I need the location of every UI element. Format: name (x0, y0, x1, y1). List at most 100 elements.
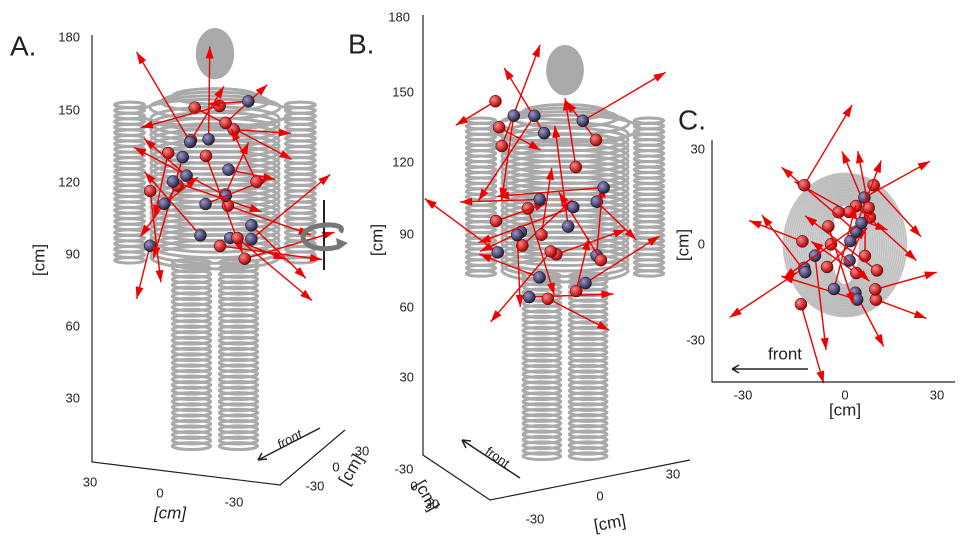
dipole-sphere (821, 261, 833, 273)
dipole-sphere (162, 147, 174, 159)
tick-label: -30 (395, 461, 414, 476)
direction-label: front (768, 344, 802, 363)
vector-line (583, 72, 666, 121)
dipole-sphere (242, 95, 254, 107)
dipole-sphere (194, 229, 206, 241)
dipole-sphere (251, 176, 263, 188)
vector-head (504, 68, 514, 80)
dipole-sphere (144, 185, 156, 197)
vector-head (842, 151, 850, 164)
dipole-sphere (542, 293, 554, 305)
dipole-sphere (508, 110, 520, 122)
vector-head (924, 272, 937, 280)
tick-label: 30 (400, 369, 414, 384)
dipole-sphere (869, 283, 881, 295)
dipole-sphere (489, 95, 501, 107)
dipole-sphere (590, 134, 602, 146)
vector-head (821, 338, 829, 350)
dipole-sphere (511, 229, 523, 241)
dipole-sphere (492, 246, 504, 258)
vector-head (730, 307, 742, 317)
dipole-sphere (844, 255, 856, 267)
dipole-sphere (245, 233, 257, 245)
head (546, 45, 584, 95)
vector-head (546, 168, 554, 180)
direction-label: front (274, 426, 305, 452)
tick-label: 180 (58, 29, 80, 44)
vector-line (730, 268, 805, 318)
dipole-sphere (203, 133, 215, 145)
dipole-sphere (245, 219, 257, 231)
tick-label: 120 (58, 174, 80, 189)
dipole-sphere (795, 298, 807, 310)
dipole-sphere (220, 117, 232, 129)
tick-label: 30 (66, 390, 80, 405)
dipole-sphere (871, 264, 883, 276)
dipole-sphere (580, 277, 592, 289)
front-arrow (732, 365, 808, 373)
tick-label: 180 (388, 9, 410, 24)
dipole-sphere (798, 179, 810, 191)
dipole-sphere (239, 253, 251, 265)
dipole-sphere (200, 198, 212, 210)
body-ring (219, 443, 257, 450)
body-ring (523, 453, 561, 460)
dipole-sphere (538, 127, 550, 139)
dipole-sphere (855, 217, 867, 229)
dipole-sphere (535, 229, 547, 241)
dipole-sphere (822, 220, 834, 232)
dipole-sphere (567, 201, 579, 213)
vector-line (801, 304, 824, 383)
tick-label: 30 (666, 466, 680, 481)
tick-label: 30 (930, 387, 944, 402)
dipole-sphere (534, 193, 546, 205)
dipole-sphere (223, 164, 235, 176)
vector-head (456, 116, 468, 126)
tick-label: 30 (83, 474, 97, 489)
tick-label: 0 (156, 485, 163, 500)
vector-head (816, 371, 824, 384)
vector-head (156, 270, 164, 282)
dipole-sphere (200, 150, 212, 162)
dipole-sphere (534, 271, 546, 283)
body-ring (172, 443, 210, 450)
dipole-sphere (496, 140, 508, 152)
tick-label: 60 (66, 318, 80, 333)
dipole-sphere (799, 266, 811, 278)
dipole-sphere (796, 235, 808, 247)
body-ring (569, 453, 607, 460)
tick-label: 0 (596, 488, 603, 503)
vector-head (918, 161, 930, 170)
figure: A. 180 150 120 90 60 30 [cm] 30 0 -30 [c… (0, 0, 960, 537)
dipole-sphere (859, 250, 871, 262)
tick-label: 120 (392, 154, 414, 169)
vector-head (137, 52, 147, 64)
axis-label: [cm] (29, 244, 48, 276)
dipole-sphere (545, 245, 557, 257)
body-models (115, 28, 907, 460)
dipole-sphere (184, 136, 196, 148)
panel-label: B. (348, 28, 374, 59)
vector-head (762, 215, 772, 227)
panel-label: C. (678, 104, 706, 135)
tick-label: 90 (400, 226, 414, 241)
vector-head (873, 160, 881, 173)
axis-label: [cm] (367, 224, 386, 256)
vector-head (136, 286, 144, 299)
vector-head (749, 221, 762, 229)
dipole-sphere (214, 240, 226, 252)
body-ring (466, 271, 495, 276)
vector-head (856, 151, 864, 164)
axis-label: [cm] (153, 503, 187, 522)
vector-head (425, 199, 437, 209)
dipole-sphere (570, 285, 582, 297)
dipole-sphere (577, 115, 589, 127)
dipole-sphere (493, 121, 505, 133)
tick-label: 30 (691, 141, 705, 156)
dipole-sphere (528, 110, 540, 122)
tick-label: -30 (225, 494, 244, 509)
head (196, 28, 234, 79)
panel-label: A. (10, 30, 36, 61)
dipole-sphere (167, 176, 179, 188)
body-ring (634, 271, 663, 276)
